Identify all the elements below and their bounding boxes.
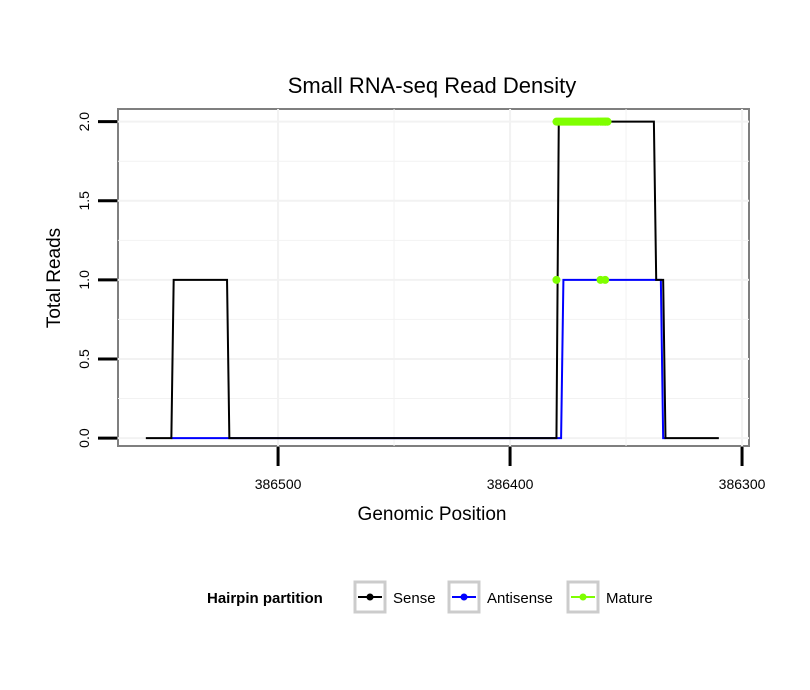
y-tick-label: 0.5 [76, 349, 92, 369]
y-tick-label: 1.5 [76, 191, 92, 211]
legend-item-mature: Mature [566, 580, 653, 614]
y-tick-label: 2.0 [76, 112, 92, 132]
y-axis-title: Total Reads [44, 228, 65, 328]
plot-panel [117, 108, 750, 447]
legend-key-point [579, 593, 587, 601]
legend-title: Hairpin partition [207, 590, 323, 607]
legend-item-antisense: Antisense [447, 580, 553, 614]
y-tick-label: 1.0 [76, 270, 92, 290]
x-tick-label: 386300 [719, 476, 766, 492]
y-tick-label: 0.0 [76, 428, 92, 448]
legend-key-point [460, 593, 468, 601]
data-point-mature [598, 117, 607, 126]
axes: 0.0 0.5 1.0 1.5 2.0 386500 386400 386300 [76, 112, 766, 492]
x-tick-label: 386500 [255, 476, 302, 492]
legend-key-point [366, 593, 374, 601]
legend-label: Mature [606, 590, 653, 607]
series-layer [145, 117, 719, 440]
legend-label: Antisense [487, 590, 553, 607]
data-point-mature [601, 275, 610, 284]
data-point-mature [552, 275, 561, 284]
chart-title: Small RNA-seq Read Density [288, 73, 577, 98]
x-tick-label: 386400 [487, 476, 534, 492]
legend-label: Sense [393, 590, 436, 607]
legend: Hairpin partition Sense Antisense Mature [207, 580, 653, 614]
legend-item-sense: Sense [353, 580, 436, 614]
x-axis-title: Genomic Position [358, 504, 507, 525]
